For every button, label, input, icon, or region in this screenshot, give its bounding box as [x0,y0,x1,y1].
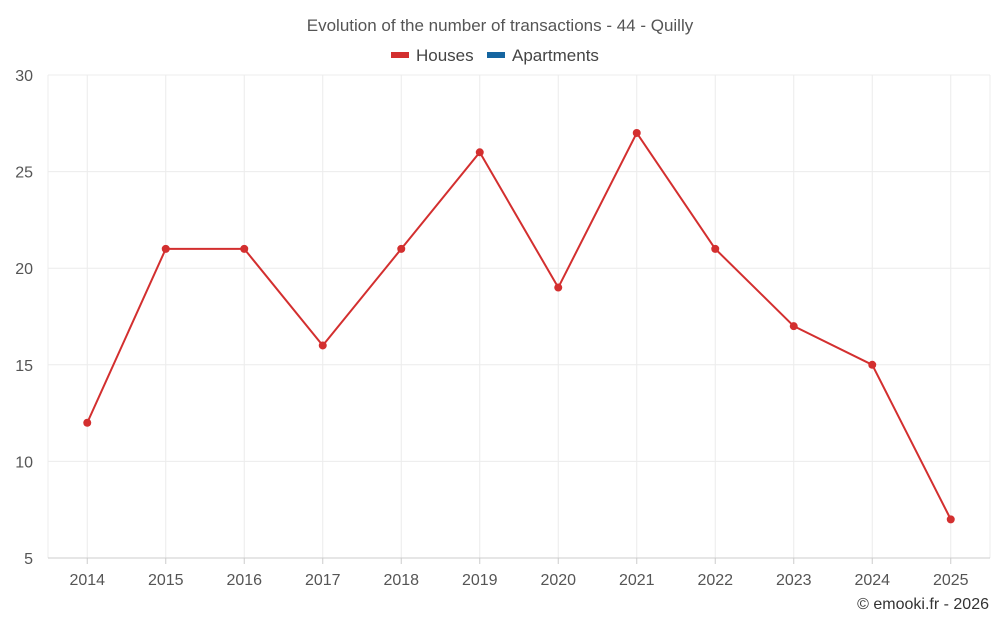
x-tick-label-2020: 2020 [540,572,576,589]
y-tick-label-15: 15 [15,358,33,375]
houses-line [86,131,952,520]
x-tick-label-2018: 2018 [383,572,419,589]
legend-item-apartments[interactable]: Apartments [487,46,599,65]
houses-point-2017[interactable] [318,341,327,350]
y-tick-label-10: 10 [15,454,33,471]
x-tick-label-2023: 2023 [776,572,812,589]
chart-title: Evolution of the number of transactions … [307,16,694,35]
x-tick-label-2021: 2021 [619,572,655,589]
y-tick-label-5: 5 [24,551,33,568]
grid [48,74,990,559]
x-tick-label-2014: 2014 [69,572,105,589]
y-tick-label-30: 30 [15,68,33,85]
houses-point-2016[interactable] [240,244,249,253]
houses-point-2024[interactable] [868,360,877,369]
houses-point-2018[interactable] [397,244,406,253]
houses-point-2020[interactable] [554,283,563,292]
houses-point-2022[interactable] [711,244,720,253]
y-tick-label-25: 25 [15,165,33,182]
x-tick-label-2022: 2022 [697,572,733,589]
houses-point-2015[interactable] [161,244,170,253]
legend-item-houses[interactable]: Houses [391,46,474,65]
series-houses [83,128,955,524]
houses-point-2025[interactable] [946,515,955,524]
x-tick-label-2015: 2015 [148,572,184,589]
legend-swatch-apartments [487,52,505,58]
x-tick-label-2024: 2024 [854,572,890,589]
legend-swatch-houses [391,52,409,58]
x-tick-label-2025: 2025 [933,572,969,589]
houses-point-2019[interactable] [475,148,484,157]
x-tick-label-2016: 2016 [226,572,262,589]
houses-point-2023[interactable] [789,322,798,331]
houses-point-2014[interactable] [83,418,92,427]
x-tick-label-2019: 2019 [462,572,498,589]
x-tick-label-2017: 2017 [305,572,341,589]
houses-point-2021[interactable] [632,128,641,137]
legend-label-apartments: Apartments [512,46,599,65]
credit-text: © emooki.fr - 2026 [857,596,989,613]
y-tick-label-20: 20 [15,261,33,278]
legend: Houses Apartments [391,46,599,65]
legend-label-houses: Houses [416,46,474,65]
